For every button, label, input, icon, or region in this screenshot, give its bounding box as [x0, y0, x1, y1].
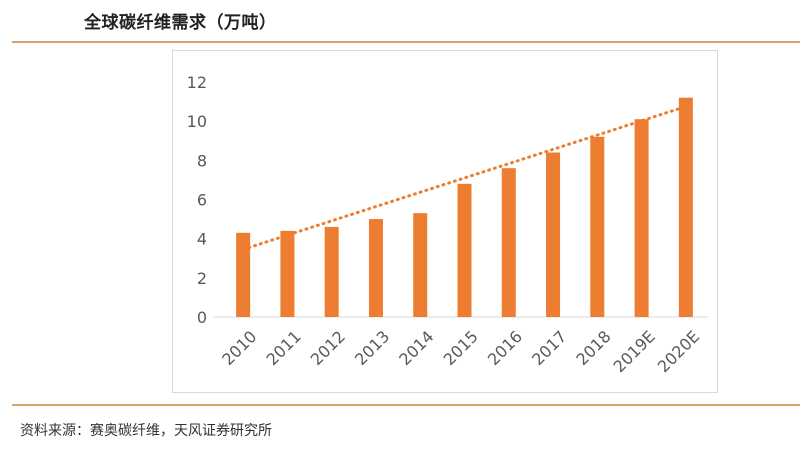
y-tick-label: 0 [197, 308, 207, 327]
bar [413, 213, 428, 317]
x-tick-label: 2019E [610, 327, 659, 376]
x-tick-label: 2020E [654, 327, 703, 376]
bar [236, 232, 251, 317]
x-tick-label: 2010 [218, 327, 260, 369]
bar [457, 183, 472, 317]
bar [280, 230, 295, 317]
bar [368, 219, 383, 317]
bar [324, 226, 339, 317]
bar [678, 97, 693, 317]
bar [546, 152, 561, 317]
y-tick-label: 4 [197, 230, 207, 249]
y-tick-label: 12 [187, 73, 207, 92]
source-divider [12, 404, 800, 406]
x-tick-label: 2017 [528, 327, 570, 369]
x-tick-label: 2015 [440, 327, 482, 369]
bar [590, 136, 605, 317]
trendline [241, 104, 688, 251]
page-title: 全球碳纤维需求（万吨） [84, 13, 277, 33]
x-tick-label: 2014 [395, 327, 437, 369]
y-tick-label: 6 [197, 191, 207, 210]
y-tick-label: 10 [187, 112, 207, 131]
y-tick-label: 2 [197, 269, 207, 288]
x-tick-label: 2011 [262, 327, 304, 369]
y-tick-label: 8 [197, 151, 207, 170]
bar [634, 119, 649, 317]
title-divider [12, 41, 800, 43]
x-tick-label: 2012 [307, 327, 349, 369]
source-note: 资料来源：赛奥碳纤维，天风证券研究所 [20, 423, 272, 439]
x-tick-label: 2013 [351, 327, 393, 369]
chart-frame: 0 2 4 6 8 10 12 2010 2011 2012 2013 2014 2015 2016 201… [172, 50, 718, 393]
x-tick-label: 2016 [484, 327, 526, 369]
bar [501, 168, 516, 317]
